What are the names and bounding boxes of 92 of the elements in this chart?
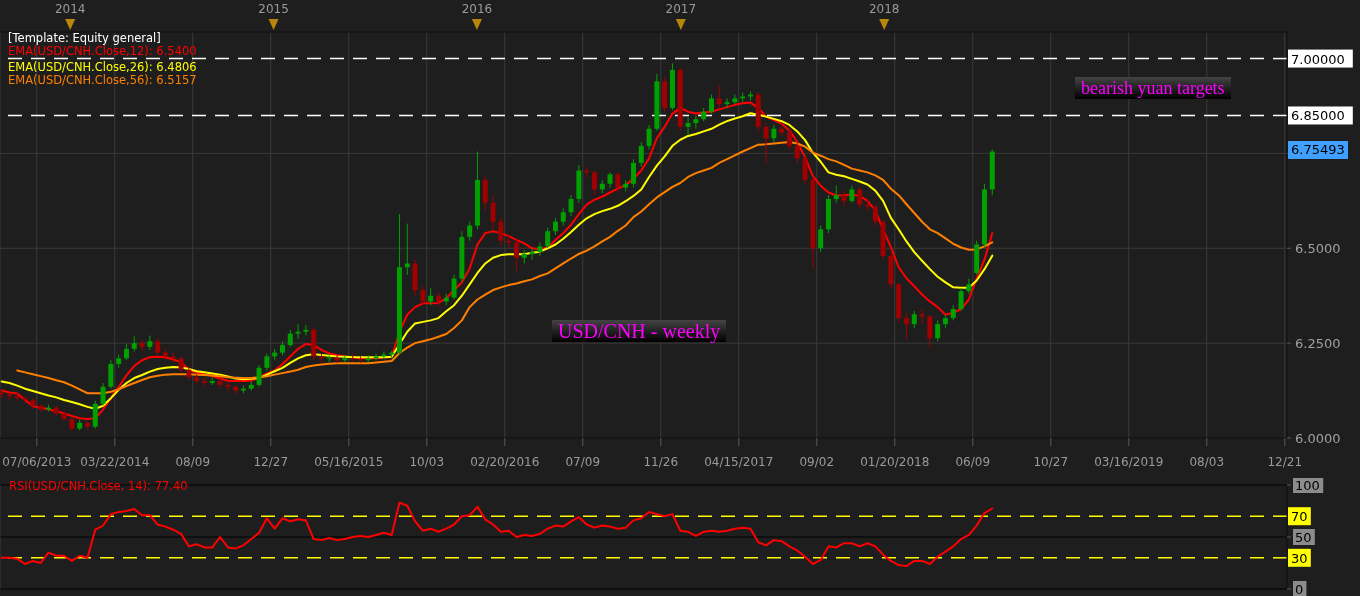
candlestick: [92, 400, 98, 430]
candlestick: [139, 338, 145, 352]
candlestick: [638, 141, 644, 168]
candlestick: [724, 97, 730, 109]
x2-tick-label: 2015: [258, 2, 289, 16]
x2-tick-label: 2017: [665, 2, 697, 16]
x-tick-label: 04/15/2017: [704, 455, 774, 469]
candlestick: [919, 308, 925, 325]
text: EMA(USD/CNH.Close,12): 6.5400: [8, 44, 197, 58]
x-tick-label: 10/27: [1033, 455, 1069, 469]
candlestick: [217, 377, 223, 389]
candlestick: [786, 129, 792, 151]
candlestick: [537, 242, 543, 257]
candlestick: [529, 247, 535, 261]
candlestick: [872, 204, 878, 227]
candlestick: [295, 323, 301, 340]
y-tick-label: 100: [1295, 478, 1320, 493]
candlestick: [420, 285, 426, 306]
candlestick: [404, 223, 410, 276]
ref-line-label: 6.85000: [1291, 108, 1345, 124]
candlestick: [685, 116, 691, 135]
x-tick-label: 02/20/2016: [470, 455, 540, 469]
text: RSI(USD/CNH.Close, 14): 77.40: [9, 479, 188, 493]
text: USD/CNH - weekly: [552, 320, 727, 342]
candlestick: [513, 238, 519, 272]
candlestick: [342, 354, 348, 363]
x-tick-label: 12/27: [253, 455, 289, 469]
y-tick-label: 6.0000: [1295, 431, 1341, 446]
candlestick: [646, 124, 652, 151]
candlestick: [794, 141, 800, 164]
candlestick: [771, 124, 777, 143]
y-tick-label: 0: [1295, 582, 1304, 596]
candlestick: [716, 84, 722, 109]
x-tick-label: 05/16/2015: [314, 455, 384, 469]
line-series: [0, 501, 994, 568]
x-tick-label: 01/20/2018: [860, 455, 930, 469]
x-tick-label: 08/09: [175, 455, 211, 469]
candlestick: [708, 94, 714, 115]
candlestick: [490, 194, 496, 230]
candlestick: [467, 221, 473, 242]
candlestick: [903, 312, 909, 340]
y-tick-label: 50: [1295, 530, 1312, 545]
candlestick: [732, 94, 738, 105]
text: 6.75493: [1288, 141, 1348, 159]
annotation: [Template: Equity general]: [8, 31, 161, 45]
candlestick: [693, 114, 699, 130]
text: EMA(USD/CNH.Close,56): 6.5157: [8, 73, 197, 87]
candlestick: [591, 170, 597, 196]
x2-tick-label: 2014: [54, 2, 86, 16]
candlestick: [763, 122, 769, 164]
candlestick: [966, 278, 972, 295]
ref-line-label: 70: [1291, 509, 1308, 525]
x-tick-label: 10/03: [409, 455, 445, 469]
candlestick: [373, 353, 379, 361]
candlestick: [615, 171, 621, 192]
x-tick-label: 03/16/2019: [1094, 455, 1164, 469]
x-tick-label: 12/21: [1267, 455, 1303, 469]
candlestick: [225, 381, 231, 392]
candlestick: [303, 324, 309, 337]
x-tick-label: 09/02: [799, 455, 835, 469]
candlestick: [802, 154, 808, 185]
candlestick: [147, 335, 153, 351]
y-tick-label: 6.2500: [1295, 336, 1341, 352]
candlestick: [841, 190, 847, 208]
x-tick-label: 07/09: [565, 455, 601, 469]
x-tick-label: 07/06/2013: [2, 455, 72, 469]
x2-tick-label: 2016: [461, 2, 493, 16]
x2-tick-label: 2018: [868, 2, 900, 16]
ref-line-label: 30: [1291, 550, 1308, 566]
ref-line-label: 7.00000: [1291, 51, 1345, 67]
candlestick: [927, 314, 933, 349]
x-tick-label: 11/26: [643, 455, 679, 469]
x-tick-label: 06/09: [955, 455, 991, 469]
x-tick-label: 08/03: [1189, 455, 1225, 469]
candlestick: [935, 319, 941, 342]
annotation: bearish yuan targets: [1075, 77, 1231, 99]
candlestick: [451, 274, 457, 300]
candlestick: [22, 395, 28, 405]
text: EMA(USD/CNH.Close,26): 6.4806: [8, 60, 197, 74]
candlestick: [568, 194, 574, 217]
y-tick-label: 6.5000: [1295, 241, 1341, 257]
candlestick: [100, 382, 106, 407]
candlestick: [256, 364, 262, 388]
candlestick: [108, 359, 114, 390]
candlestick: [958, 287, 964, 312]
candlestick: [857, 187, 863, 209]
candlestick: [545, 226, 551, 249]
candlestick: [818, 225, 824, 253]
x-tick-label: 03/22/2014: [80, 455, 150, 469]
candlestick: [482, 175, 488, 211]
candlestick: [630, 158, 636, 189]
candlestick: [498, 217, 504, 247]
